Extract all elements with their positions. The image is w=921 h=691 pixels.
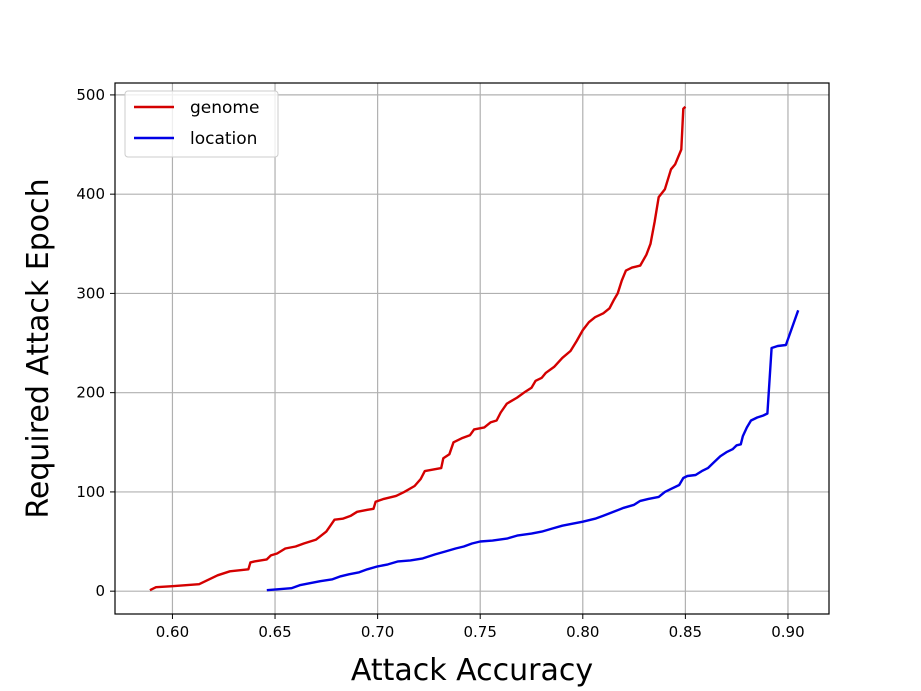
y-tick-label: 300 xyxy=(76,284,105,302)
x-tick-label: 0.80 xyxy=(566,623,599,641)
series-line-genome xyxy=(149,105,687,592)
x-tick-label: 0.75 xyxy=(464,623,497,641)
y-tick-label: 100 xyxy=(76,483,105,501)
x-axis-ticks: 0.60 0.65 0.70 0.75 0.80 0.85 0.90 xyxy=(156,614,805,641)
legend: genome location xyxy=(124,90,279,158)
x-tick-label: 0.90 xyxy=(771,623,804,641)
y-tick-label: 400 xyxy=(76,185,105,203)
x-axis-title: Attack Accuracy xyxy=(351,653,593,688)
series-line-location xyxy=(266,309,800,592)
x-tick-label: 0.60 xyxy=(156,623,189,641)
y-axis-title: Required Attack Epoch xyxy=(21,178,56,518)
x-tick-label: 0.85 xyxy=(669,623,702,641)
x-tick-label: 0.70 xyxy=(361,623,394,641)
y-tick-label: 200 xyxy=(76,384,105,402)
legend-label-genome: genome xyxy=(190,98,259,118)
y-axis-ticks: 0 100 200 300 400 500 xyxy=(76,86,115,600)
grid-lines xyxy=(115,83,829,614)
series-lines xyxy=(149,105,800,592)
y-tick-label: 500 xyxy=(76,86,105,104)
y-tick-label: 0 xyxy=(95,582,105,600)
x-tick-label: 0.65 xyxy=(258,623,291,641)
plot-frame xyxy=(114,82,830,615)
legend-label-location: location xyxy=(190,129,257,149)
